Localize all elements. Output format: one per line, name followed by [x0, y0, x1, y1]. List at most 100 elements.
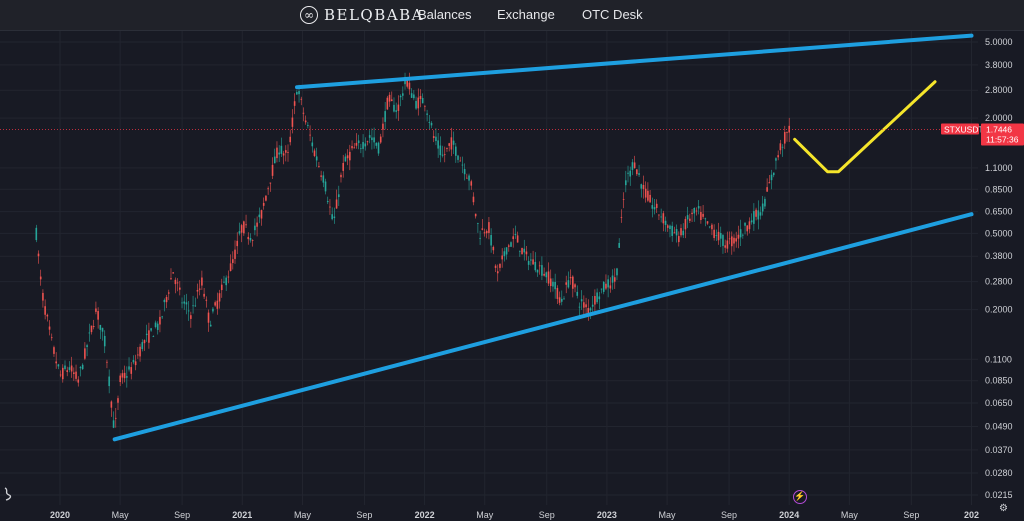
candle	[733, 234, 735, 252]
candle	[477, 222, 479, 233]
nav-balances-link[interactable]: Balances	[418, 7, 472, 22]
candle-body	[680, 228, 682, 236]
time-axis-tick: May	[841, 510, 859, 520]
candle	[549, 269, 552, 293]
candle	[783, 125, 786, 150]
candle	[402, 86, 404, 100]
candle	[578, 302, 581, 317]
candle	[744, 222, 746, 235]
candle-body	[543, 273, 545, 276]
candle-body	[430, 122, 433, 126]
time-axis-tick: 2021	[232, 510, 252, 520]
price-tag-price: 1.7446	[986, 125, 1012, 135]
candle	[223, 275, 225, 284]
price-axis-tick: 0.2000	[985, 305, 1013, 315]
candle	[702, 204, 704, 220]
candle-body	[711, 224, 713, 230]
candle-body	[143, 340, 146, 344]
candle-body	[161, 316, 163, 318]
candle-body	[479, 237, 481, 239]
candle-body	[719, 233, 722, 239]
candle-body	[254, 225, 256, 231]
candle	[154, 320, 157, 329]
candle-body	[658, 214, 660, 216]
price-axis-tick: 0.5000	[985, 228, 1013, 238]
candle	[119, 373, 122, 387]
candle	[395, 102, 397, 119]
brand-emblem-icon: ∞	[300, 6, 318, 24]
candle-body	[556, 287, 559, 299]
candle-body	[530, 259, 532, 261]
candle	[346, 149, 349, 166]
candle	[329, 199, 331, 215]
candle-body	[715, 235, 718, 237]
time-axis-tick: 202	[964, 510, 979, 520]
candle-body	[167, 292, 170, 294]
candle-body	[413, 94, 415, 99]
candle-body	[642, 184, 645, 189]
candle	[728, 231, 731, 245]
candle	[245, 214, 247, 229]
candle	[424, 105, 426, 112]
candle-body	[775, 158, 777, 161]
candle	[205, 296, 208, 308]
price-tag-countdown: 11:57:36	[986, 135, 1019, 145]
candle	[737, 225, 740, 249]
time-axis-tick: Sep	[721, 510, 737, 520]
candle-body	[781, 146, 784, 148]
settings-gear-icon[interactable]: ⚙	[999, 503, 1008, 514]
candle	[35, 224, 38, 243]
nav-exchange-link[interactable]: Exchange	[497, 7, 555, 22]
candle-body	[671, 225, 673, 236]
candle	[388, 92, 391, 107]
candle	[673, 226, 676, 234]
price-axis-tick: 1.1000	[985, 163, 1013, 173]
candle-body	[388, 94, 391, 102]
candle-body	[631, 162, 634, 170]
top-navigation-bar: ∞ BELQBABA Balances Exchange OTC Desk	[0, 0, 1024, 31]
candle-body	[302, 112, 305, 114]
candle-body	[134, 361, 137, 366]
candle-body	[468, 175, 470, 181]
candle-body	[181, 302, 183, 304]
lightning-event-icon[interactable]: ⚡	[793, 490, 807, 504]
candle-body	[340, 174, 342, 178]
candle-body	[251, 240, 254, 241]
candle	[547, 262, 550, 286]
candle-body	[145, 333, 148, 336]
candle	[112, 411, 115, 429]
candle-body	[293, 101, 296, 106]
candle-body	[783, 132, 786, 144]
candle-body	[90, 325, 93, 333]
price-axis-tick: 0.2800	[985, 277, 1013, 287]
candle-body	[560, 298, 563, 302]
candle-body	[598, 296, 601, 300]
candle	[779, 139, 782, 155]
candle-body	[580, 299, 583, 302]
candle-body	[225, 277, 227, 286]
candle-body	[46, 314, 49, 317]
candle-body	[296, 92, 298, 95]
candle-body	[618, 242, 620, 248]
candle-body	[702, 213, 704, 217]
candle	[534, 252, 537, 273]
candle	[466, 173, 468, 179]
candle-body	[724, 245, 726, 248]
candle	[474, 213, 477, 219]
candle	[371, 128, 373, 150]
brand-logo[interactable]: ∞ BELQBABA	[300, 4, 424, 26]
candle-body	[583, 302, 585, 308]
candle	[479, 230, 481, 246]
candle-body	[395, 110, 397, 112]
nav-otc-desk-link[interactable]: OTC Desk	[582, 7, 643, 22]
candle	[170, 268, 172, 280]
candle	[766, 178, 768, 192]
candle-body	[633, 162, 636, 169]
candle	[137, 347, 139, 359]
candle	[583, 295, 585, 316]
candle-body	[307, 124, 309, 126]
candle	[682, 223, 685, 239]
drawing-tool-icon[interactable]	[3, 487, 13, 501]
candle	[492, 245, 495, 255]
